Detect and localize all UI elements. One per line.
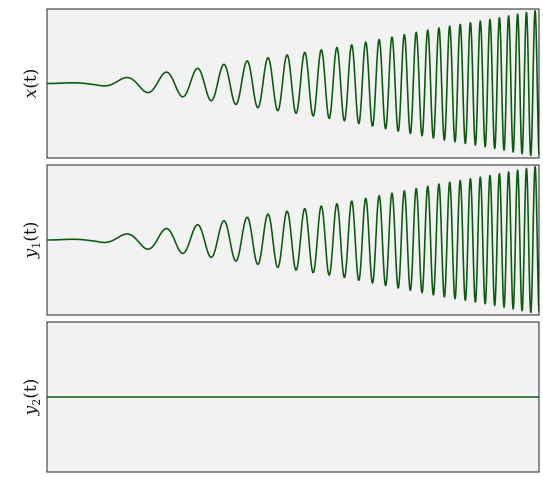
panel-x: x(t) <box>21 8 540 159</box>
panel-x-ylabel: x(t) <box>21 69 41 99</box>
panel-x-ylabel-base: x <box>21 88 41 98</box>
panel-y1: y1(t) <box>21 164 540 316</box>
panel-y2-ylabel-arg: (t) <box>21 379 41 399</box>
panel-y2-ylabel-base: y <box>21 405 41 416</box>
panel-y1-signal-line <box>46 165 540 314</box>
panel-y2: y2(t) <box>21 321 540 473</box>
panel-x-ylabel-arg: (t) <box>21 69 41 89</box>
panel-y1-ylabel-sub: 1 <box>30 242 43 249</box>
panel-x-signal-line <box>46 9 540 157</box>
panel-y1-ylabel-arg: (t) <box>21 222 41 242</box>
panel-y2-ylabel: y2(t) <box>21 379 43 417</box>
panel-y2-frame <box>46 321 540 473</box>
panel-y2-ylabel-sub: 2 <box>30 399 43 406</box>
panel-x-frame <box>46 8 540 159</box>
panel-y1-frame <box>46 164 540 316</box>
panel-y1-ylabel: y1(t) <box>21 222 43 260</box>
panel-y1-ylabel-base: y <box>21 248 41 259</box>
